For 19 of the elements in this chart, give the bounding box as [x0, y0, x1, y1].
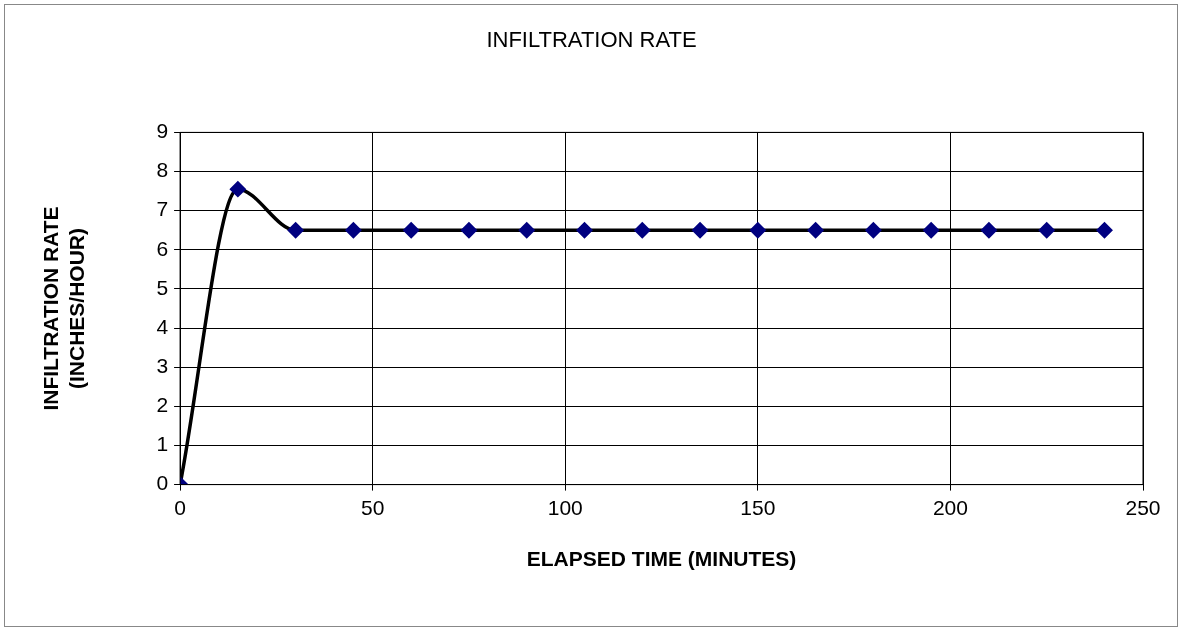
x-tick-label: 50 — [360, 496, 385, 519]
chart-title: INFILTRATION RATE — [486, 27, 697, 53]
y-axis-title: INFILTRATION RATE (INCHES/HOUR) — [39, 206, 88, 411]
y-tick-label: 0 — [156, 471, 169, 495]
y-tick-label: 5 — [156, 275, 169, 299]
x-axis-title: ELAPSED TIME (MINUTES) — [526, 547, 797, 571]
x-tick-label: 100 — [547, 496, 583, 519]
y-tick-label: 1 — [156, 432, 169, 456]
x-tick-label: 200 — [932, 496, 968, 519]
x-tick-label: 0 — [174, 496, 186, 519]
y-tick-label: 3 — [156, 354, 169, 377]
y-tick-label: 4 — [156, 314, 169, 338]
x-tick-label: 150 — [740, 496, 776, 519]
y-tick-label: 9 — [156, 119, 169, 143]
y-tick-label: 6 — [156, 236, 169, 260]
y-tick-label: 8 — [156, 158, 169, 182]
y-tick-label: 2 — [156, 393, 169, 417]
x-tick-label: 250 — [1125, 496, 1161, 519]
y-tick-label: 7 — [156, 197, 169, 221]
